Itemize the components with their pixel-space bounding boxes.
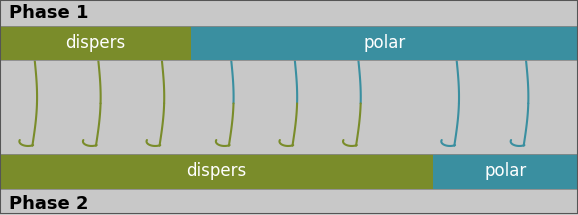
FancyBboxPatch shape bbox=[0, 189, 578, 214]
Text: Phase 2: Phase 2 bbox=[9, 195, 88, 213]
Text: dispers: dispers bbox=[187, 162, 247, 180]
Text: polar: polar bbox=[484, 162, 527, 180]
Text: Phase 1: Phase 1 bbox=[9, 4, 88, 22]
FancyBboxPatch shape bbox=[434, 154, 578, 189]
FancyBboxPatch shape bbox=[191, 26, 578, 60]
Text: dispers: dispers bbox=[65, 34, 125, 52]
FancyBboxPatch shape bbox=[0, 26, 191, 60]
FancyBboxPatch shape bbox=[0, 0, 578, 26]
Text: polar: polar bbox=[363, 34, 406, 52]
FancyBboxPatch shape bbox=[0, 154, 434, 189]
